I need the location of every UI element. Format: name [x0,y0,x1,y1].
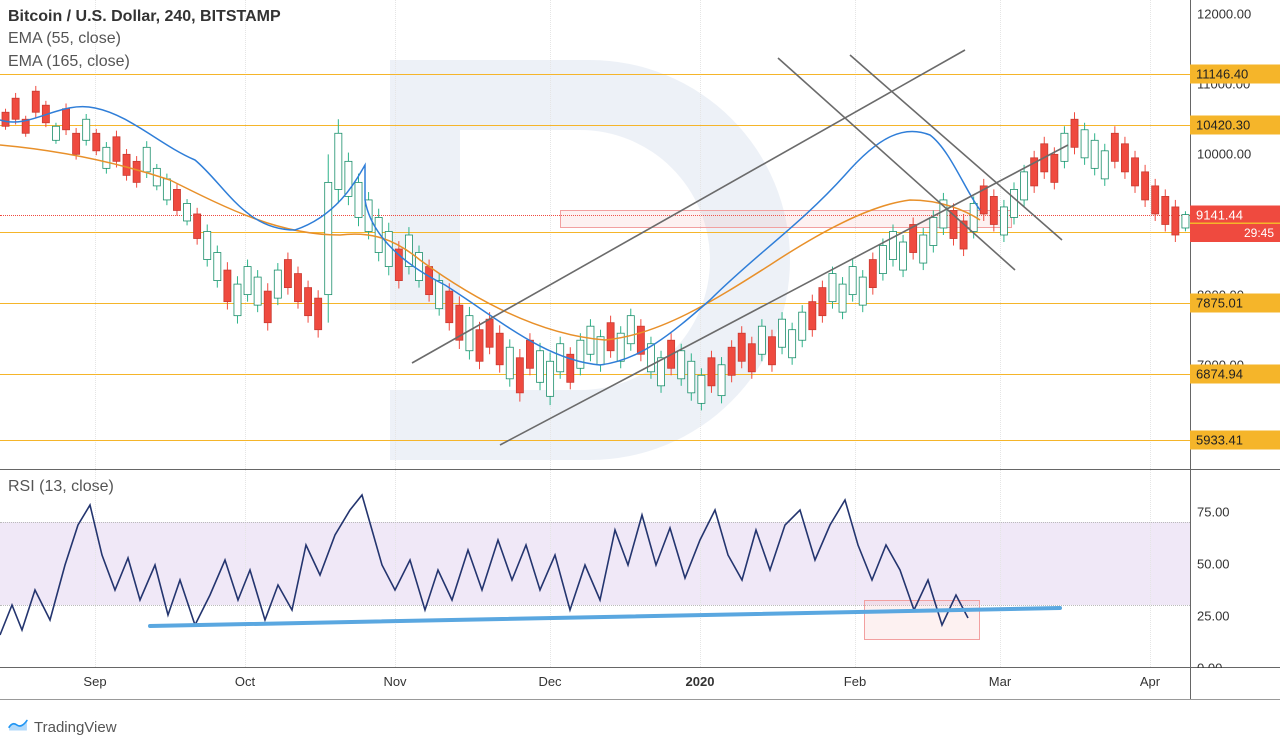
tradingview-attribution[interactable]: TradingView [8,718,117,736]
attribution-text: TradingView [34,719,117,736]
main-y-axis[interactable]: 12000.0011000.0010000.009000.008000.0070… [1190,0,1280,469]
price-level-label: 10420.30 [1190,115,1280,134]
time-axis-label: Sep [83,674,106,689]
rsi-ytick: 25.00 [1197,608,1230,623]
time-axis-label: Oct [235,674,255,689]
time-axis-label: Feb [844,674,866,689]
time-axis-label: Nov [383,674,406,689]
rsi-pane[interactable]: RSI (13, close) 75.0050.0025.000.00 [0,470,1280,668]
price-level-label: 11146.40 [1190,64,1280,83]
legend-title: Bitcoin / U.S. Dollar, 240, BITSTAMP [8,6,281,28]
legend-rsi: RSI (13, close) [8,476,114,498]
price-level-label: 7875.01 [1190,294,1280,313]
rsi-chart-svg [0,470,1190,668]
time-axis-label: Mar [989,674,1011,689]
price-level-label: 6874.94 [1190,364,1280,383]
time-axis[interactable]: Sep Oct Nov Dec 2020 Feb Mar Apr [0,668,1280,700]
rsi-ytick: 50.00 [1197,556,1230,571]
bar-countdown: 29:45 [1190,224,1280,242]
price-level-label: 5933.41 [1190,430,1280,449]
time-axis-label: 2020 [686,674,715,689]
chart-container: Bitcoin / U.S. Dollar, 240, BITSTAMP EMA… [0,0,1280,742]
ytick-label: 10000.00 [1197,147,1251,162]
tradingview-icon [8,718,28,736]
ytick-label: 12000.00 [1197,7,1251,22]
rsi-plot-area[interactable]: RSI (13, close) [0,470,1190,667]
time-axis-label: Dec [538,674,561,689]
main-price-pane[interactable]: Bitcoin / U.S. Dollar, 240, BITSTAMP EMA… [0,0,1280,470]
xaxis-corner [1190,668,1280,699]
legend-ema55: EMA (55, close) [8,28,281,50]
legend-ema165: EMA (165, close) [8,51,281,73]
rsi-legend: RSI (13, close) [8,476,114,498]
rsi-y-axis[interactable]: 75.0050.0025.000.00 [1190,470,1280,667]
time-axis-label: Apr [1140,674,1160,689]
rsi-ytick: 75.00 [1197,504,1230,519]
main-plot-area[interactable]: Bitcoin / U.S. Dollar, 240, BITSTAMP EMA… [0,0,1190,469]
chart-legend: Bitcoin / U.S. Dollar, 240, BITSTAMP EMA… [8,6,281,73]
